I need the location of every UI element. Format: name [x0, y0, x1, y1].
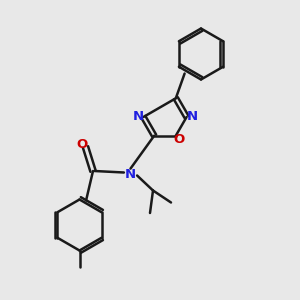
Text: N: N: [132, 110, 144, 124]
Text: O: O: [174, 133, 185, 146]
Text: O: O: [76, 137, 88, 151]
Text: N: N: [186, 110, 198, 124]
Text: N: N: [125, 167, 136, 181]
